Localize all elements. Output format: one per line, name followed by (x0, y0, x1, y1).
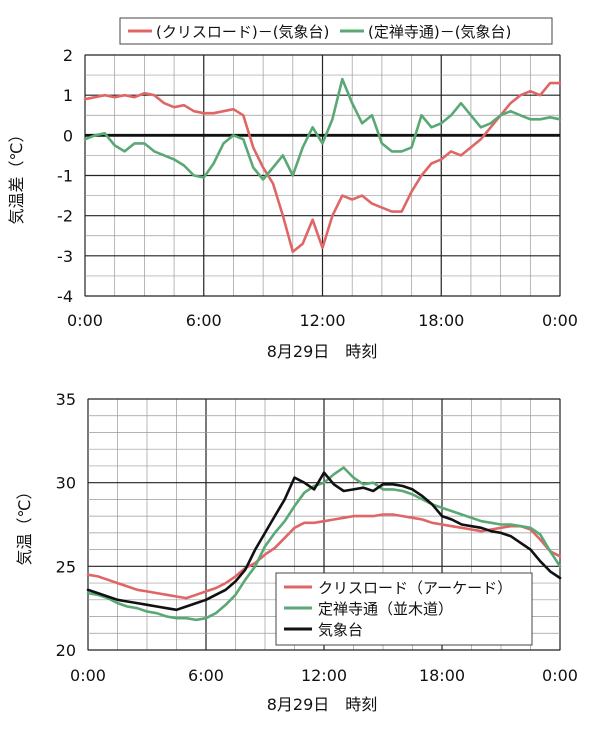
x-tick-label: 18:00 (418, 311, 464, 330)
x-tick-label: 18:00 (419, 666, 465, 685)
x-axis-label: 8月29日 時刻 (267, 695, 378, 714)
y-tick-label: -3 (57, 247, 73, 266)
x-tick-label: 12:00 (301, 666, 347, 685)
x-tick-label: 0:00 (542, 666, 578, 685)
y-tick-label: 30 (56, 474, 76, 493)
series-line-1 (83, 81, 562, 254)
x-tick-labels: 0:00 6:00 12:00 18:00 0:00 (70, 666, 578, 685)
x-tick-label: 12:00 (299, 311, 345, 330)
y-tick-label: 25 (56, 557, 76, 576)
legend-label: 気象台 (318, 621, 363, 639)
x-tick-label: 0:00 (70, 666, 106, 685)
series-lines (86, 466, 562, 622)
y-tick-label: 1 (63, 86, 73, 105)
y-tick-label: -4 (57, 287, 73, 306)
legend-label: (クリスロード)－(気象台) (156, 23, 329, 41)
x-axis-label: 8月29日 時刻 (267, 342, 378, 361)
y-tick-label: 0 (63, 126, 73, 145)
x-tick-label: 0:00 (67, 311, 103, 330)
y-axis-label: 気温（℃） (15, 484, 34, 566)
temperature-chart: クリスロード（アーケード） 定禅寺通（並木道） 気象台 20 25 30 35 0:00 6… (15, 390, 578, 714)
legend: (クリスロード)－(気象台) (定禅寺通)－(気象台) (128, 23, 511, 41)
legend-label: (定禅寺通)－(気象台) (368, 23, 511, 41)
y-tick-label: 2 (63, 46, 73, 65)
y-tick-labels: 20 25 30 35 (56, 390, 76, 660)
series-lines (83, 77, 562, 254)
x-tick-labels: 0:00 6:00 12:00 18:00 0:00 (67, 311, 578, 330)
legend: クリスロード（アーケード） 定禅寺通（並木道） 気象台 (284, 579, 512, 639)
difference-chart: (クリスロード)－(気象台) (定禅寺通)－(気象台) -4 -3 -2 -1 0 1 2 0… (7, 17, 578, 361)
x-tick-label: 6:00 (188, 666, 224, 685)
x-tick-label: 0:00 (542, 311, 578, 330)
series-line-3 (86, 471, 562, 612)
series-line-2 (83, 77, 562, 181)
y-tick-label: -2 (57, 207, 73, 226)
legend-label: 定禅寺通（並木道） (318, 600, 453, 618)
y-tick-label: 20 (56, 641, 76, 660)
series-line-2 (86, 466, 562, 622)
legend-box (119, 17, 553, 45)
legend-label: クリスロード（アーケード） (318, 579, 512, 597)
y-tick-labels: -4 -3 -2 -1 0 1 2 (57, 46, 73, 306)
x-tick-label: 6:00 (186, 311, 222, 330)
y-tick-label: 35 (56, 390, 76, 409)
y-axis-label: 気温差（℃） (7, 127, 26, 225)
legend-box (275, 572, 533, 646)
y-tick-label: -1 (57, 167, 73, 186)
series-line-1 (86, 513, 562, 600)
